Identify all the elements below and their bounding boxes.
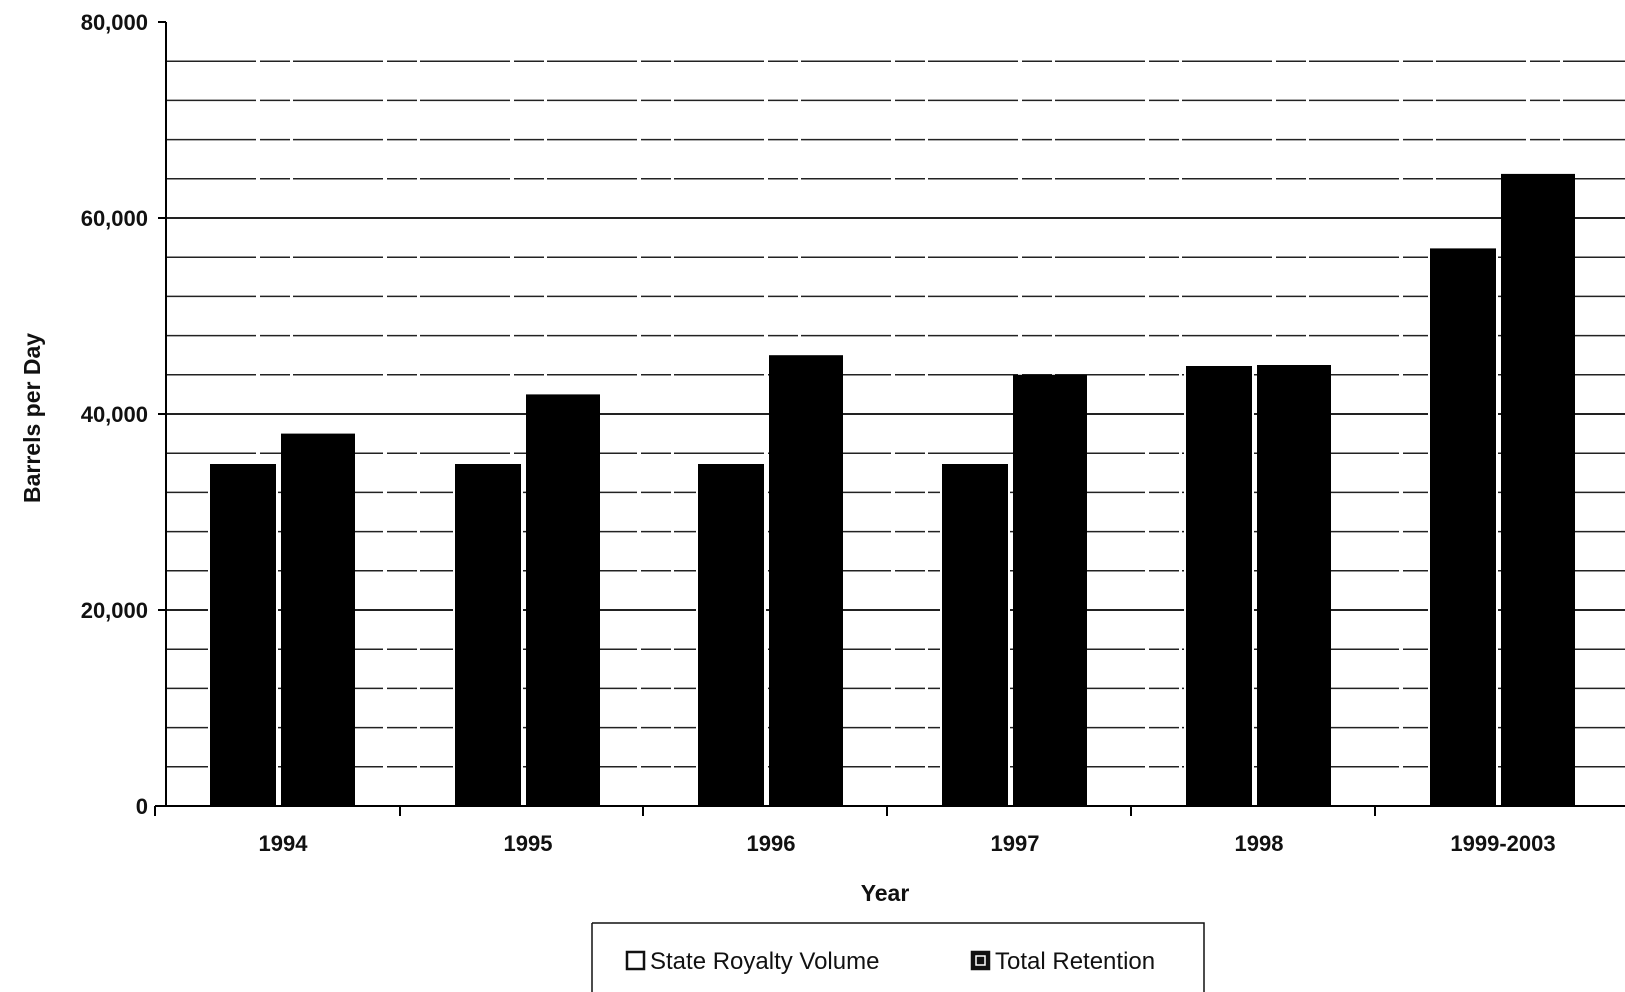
bar-state-royalty-1996	[696, 462, 766, 807]
bar-state-royalty-1994	[208, 462, 278, 807]
y-tick-label: 60,000	[81, 206, 148, 231]
bar-total-retention-1999-2003	[1501, 173, 1575, 806]
gridlines	[166, 60, 1625, 768]
bar-state-royalty-1997	[940, 462, 1010, 807]
bar-total-retention-1996	[769, 355, 843, 806]
x-tick-label: 1998	[1235, 831, 1284, 856]
y-tick-label: 20,000	[81, 598, 148, 623]
y-axis-title: Barrels per Day	[19, 333, 45, 503]
legend-label-total-retention: Total Retention	[995, 948, 1155, 975]
bars	[208, 173, 1575, 807]
x-tick-label: 1997	[991, 831, 1040, 856]
x-tick-label: 1999-2003	[1450, 831, 1555, 856]
x-tick-label: 1994	[259, 831, 309, 856]
y-tick-labels: 0 20,000 40,000 60,000 80,000	[81, 10, 166, 819]
x-axis-title: Year	[861, 880, 910, 906]
bar-state-royalty-1995	[453, 462, 523, 807]
bar-total-retention-1997	[1013, 374, 1087, 806]
y-tick-label: 0	[136, 794, 148, 819]
y-tick-label: 80,000	[81, 10, 148, 35]
bar-state-royalty-1999-2003	[1428, 246, 1498, 807]
x-tick-label: 1995	[504, 831, 553, 856]
y-tick-label: 40,000	[81, 402, 148, 427]
bar-total-retention-1995	[526, 394, 600, 806]
legend: State Royalty Volume Total Retention	[591, 922, 1205, 992]
legend-swatch-total-retention-inner	[975, 955, 986, 966]
legend-swatch-total-retention	[970, 950, 991, 971]
bar-state-royalty-1998	[1184, 364, 1254, 807]
legend-label-state-royalty: State Royalty Volume	[650, 948, 879, 975]
legend-box	[591, 922, 1205, 992]
legend-swatch-state-royalty	[625, 950, 646, 971]
x-tick-label: 1996	[747, 831, 796, 856]
x-tick-labels: 1994 1995 1996 1997 1998 1999-2003	[154, 806, 1556, 856]
bar-total-retention-1998	[1257, 365, 1331, 806]
bar-total-retention-1994	[281, 433, 355, 806]
